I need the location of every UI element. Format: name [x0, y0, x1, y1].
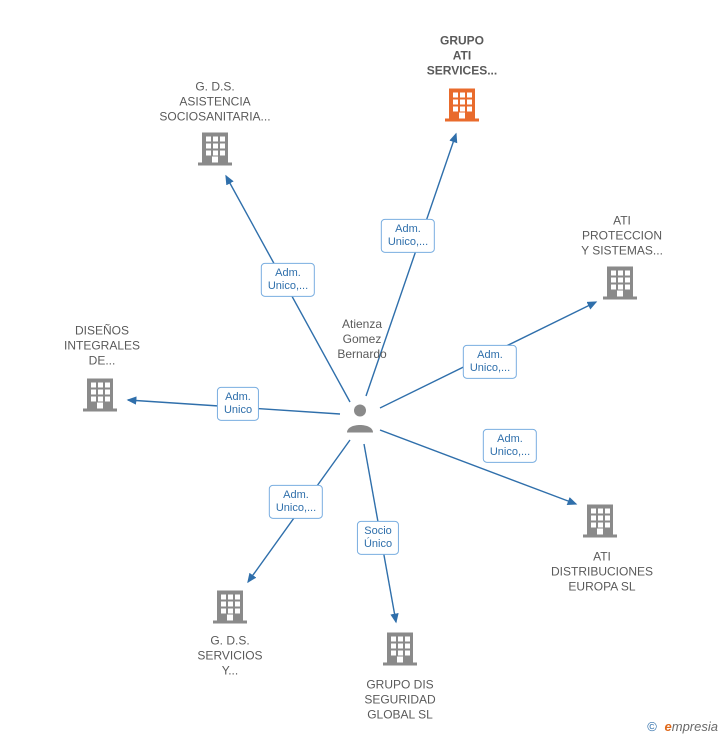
edges-layer [0, 0, 728, 740]
center-node-label: Atienza Gomez Bernardo [337, 317, 386, 362]
person-icon [343, 401, 377, 440]
network-diagram: Adm. Unico,... Adm. Unico,... Adm. Unico,.… [0, 0, 728, 740]
building-icon [581, 501, 619, 544]
edge-label: Adm. Unico,... [463, 345, 517, 379]
building-icon [381, 629, 419, 672]
company-node-label: ATI DISTRIBUCIONES EUROPA SL [551, 550, 653, 595]
company-node-label: G. D.S. SERVICIOS Y... [197, 634, 262, 679]
edge-line [380, 430, 576, 504]
company-node-label: ATI PROTECCION Y SISTEMAS... [581, 214, 663, 259]
copyright-symbol: © [647, 719, 657, 734]
edge-label: Adm. Unico [217, 387, 259, 421]
edge-label: Adm. Unico,... [381, 219, 435, 253]
brand-rest: mpresia [672, 719, 718, 734]
brand-e: e [665, 719, 672, 734]
watermark: © empresia [647, 719, 718, 734]
edge-label: Adm. Unico,... [269, 485, 323, 519]
building-icon [601, 263, 639, 306]
building-icon [443, 85, 481, 128]
company-node-label: GRUPO ATI SERVICES... [427, 34, 497, 79]
building-icon [211, 587, 249, 630]
company-node-label: GRUPO DIS SEGURIDAD GLOBAL SL [364, 678, 435, 723]
edge-label: Adm. Unico,... [483, 429, 537, 463]
edge-label: Adm. Unico,... [261, 263, 315, 297]
building-icon [196, 129, 234, 172]
company-node-label: G. D.S. ASISTENCIA SOCIOSANITARIA... [159, 80, 270, 125]
building-icon [81, 375, 119, 418]
edge-label: Socio Único [357, 521, 399, 555]
company-node-label: DISEÑOS INTEGRALES DE... [64, 324, 140, 369]
